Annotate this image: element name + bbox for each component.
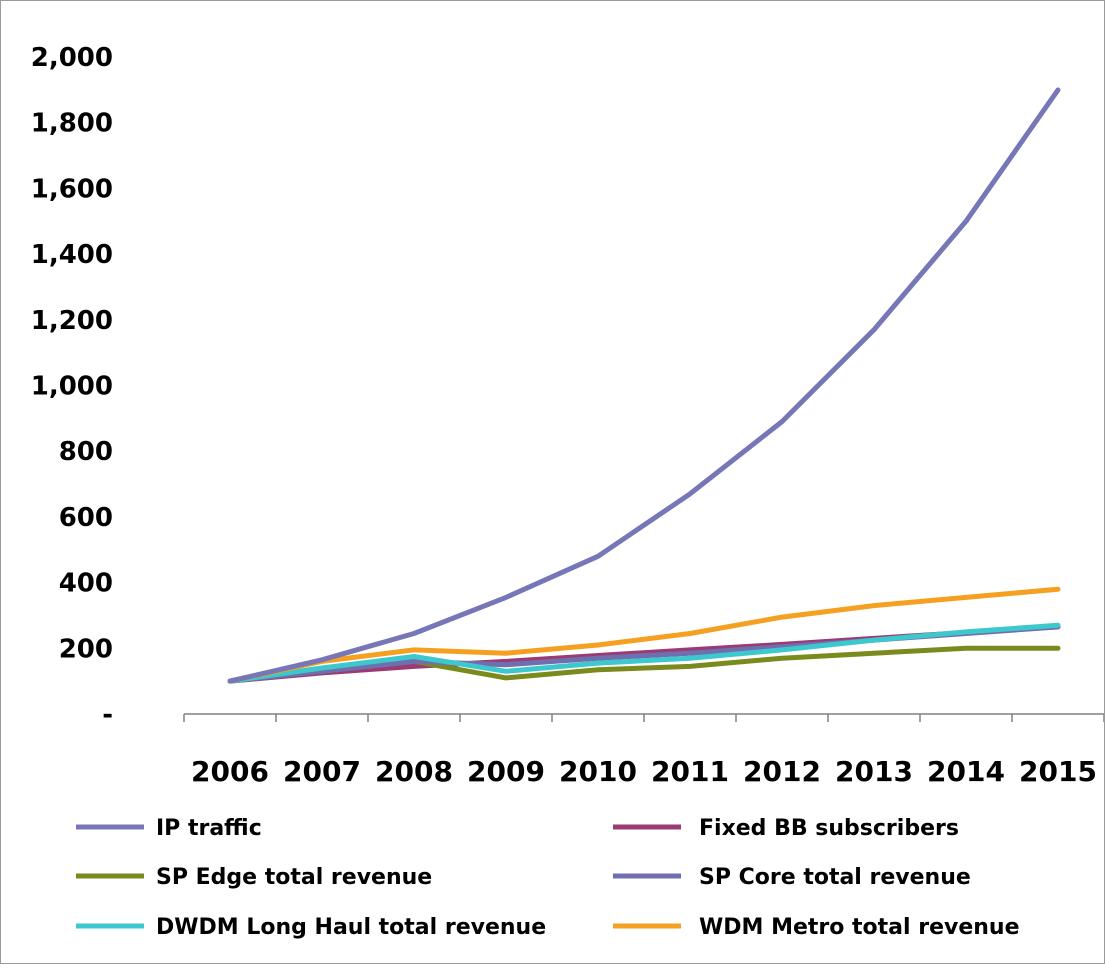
y-tick-label: 1,800 [31, 109, 113, 139]
x-tick-label: 2011 [651, 755, 729, 788]
legend-label: IP traffic [156, 816, 262, 841]
x-tick-label: 2012 [743, 755, 821, 788]
axes: 2006 2007 2008 2009 2010 2011 2012 2013 2014 2015… [31, 43, 1105, 788]
legend-label: SP Edge total revenue [156, 865, 432, 890]
y-tick-label: 1,600 [31, 174, 113, 204]
y-tick-label: 1,200 [31, 306, 113, 336]
x-tick-label: 2010 [559, 755, 637, 788]
y-tick-label: 1,000 [31, 372, 113, 402]
x-tick-label: 2006 [191, 755, 269, 788]
x-tick-label: 2009 [467, 755, 545, 788]
x-tick-label: 2013 [835, 755, 913, 788]
x-tick-label: 2014 [927, 755, 1005, 788]
y-tick-label: 800 [59, 437, 113, 467]
series-line [227, 586, 1061, 684]
series-line [227, 622, 1061, 684]
x-tick-label: 2015 [1019, 755, 1097, 788]
y-tick-label: 1,400 [31, 240, 113, 270]
series-lines [227, 87, 1061, 684]
y-tick-label: 200 [59, 634, 113, 664]
legend-label: DWDM Long Haul total revenue [156, 915, 546, 940]
y-tick-label: 600 [59, 503, 113, 533]
x-tick-label: 2007 [283, 755, 361, 788]
legend: IP traffic Fixed BB subscribers SP Edge to… [76, 816, 1020, 940]
legend-label: Fixed BB subscribers [699, 816, 959, 841]
legend-label: SP Core total revenue [699, 865, 971, 890]
x-tick-label: 2008 [375, 755, 453, 788]
y-tick-label: 400 [59, 569, 113, 599]
legend-label: WDM Metro total revenue [699, 915, 1020, 940]
series-line [227, 87, 1061, 684]
y-tick-label: - [102, 700, 113, 730]
y-tick-label: 2,000 [31, 43, 113, 73]
